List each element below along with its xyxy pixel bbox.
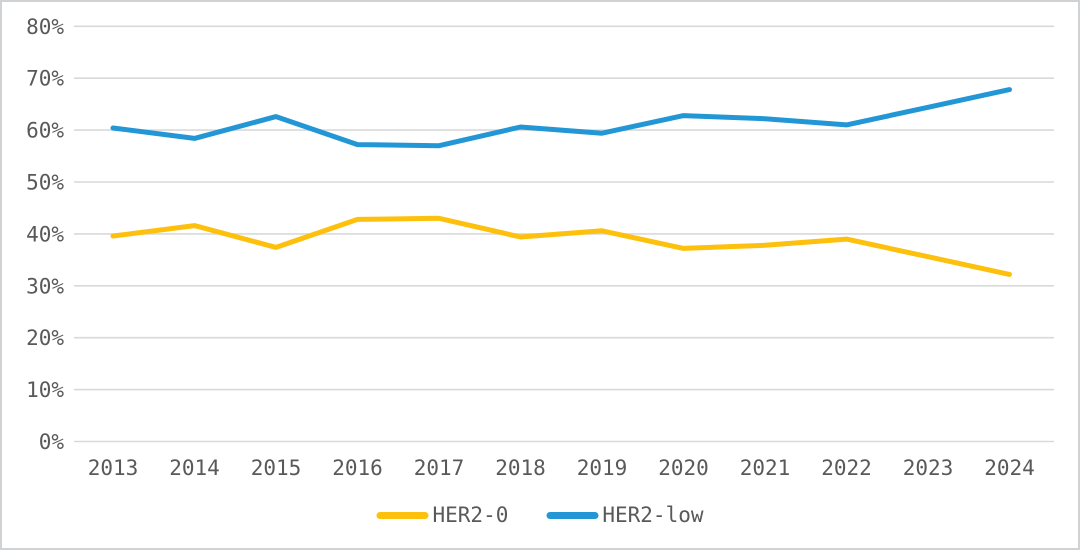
her2-low-series-line [110,87,1012,149]
x-tick-label-2014: 2014 [169,456,220,480]
x-tick-label-2019: 2019 [577,456,628,480]
legend-label-her2-low: HER2-low [602,503,704,527]
legend-label-her2-0: HER2-0 [432,503,509,527]
y-tick-label: 40% [26,222,64,246]
y-tick-label: 0% [39,430,65,454]
her2-low-line-swatch [546,511,599,519]
y-tick-label: 70% [26,67,64,91]
x-tick-label-2022: 2022 [821,456,872,480]
y-tick-label: 60% [26,119,64,143]
y-tick-label: 50% [26,171,64,195]
x-tick-label-2024: 2024 [984,456,1035,480]
x-tick-label-2020: 2020 [658,456,709,480]
x-tick-label-2018: 2018 [495,456,546,480]
x-tick-label-2015: 2015 [251,456,302,480]
y-tick-label: 10% [26,378,64,402]
y-tick-label: 80% [26,15,64,39]
her2-0-series-line [110,215,1012,277]
x-tick-label-2021: 2021 [740,456,791,480]
x-tick-label-2016: 2016 [332,456,383,480]
legend-item-her2-0: HER2-0 [376,503,508,527]
y-tick-label: 30% [26,274,64,298]
x-tick-label-2017: 2017 [414,456,465,480]
y-tick-label: 20% [26,326,64,350]
legend-item-her2-low: HER2-low [546,503,704,527]
x-tick-label-2023: 2023 [903,456,954,480]
chart-legend: HER2-0 HER2-low [376,503,704,527]
her2-0-line-swatch [376,511,429,519]
x-tick-label-2013: 2013 [88,456,139,480]
